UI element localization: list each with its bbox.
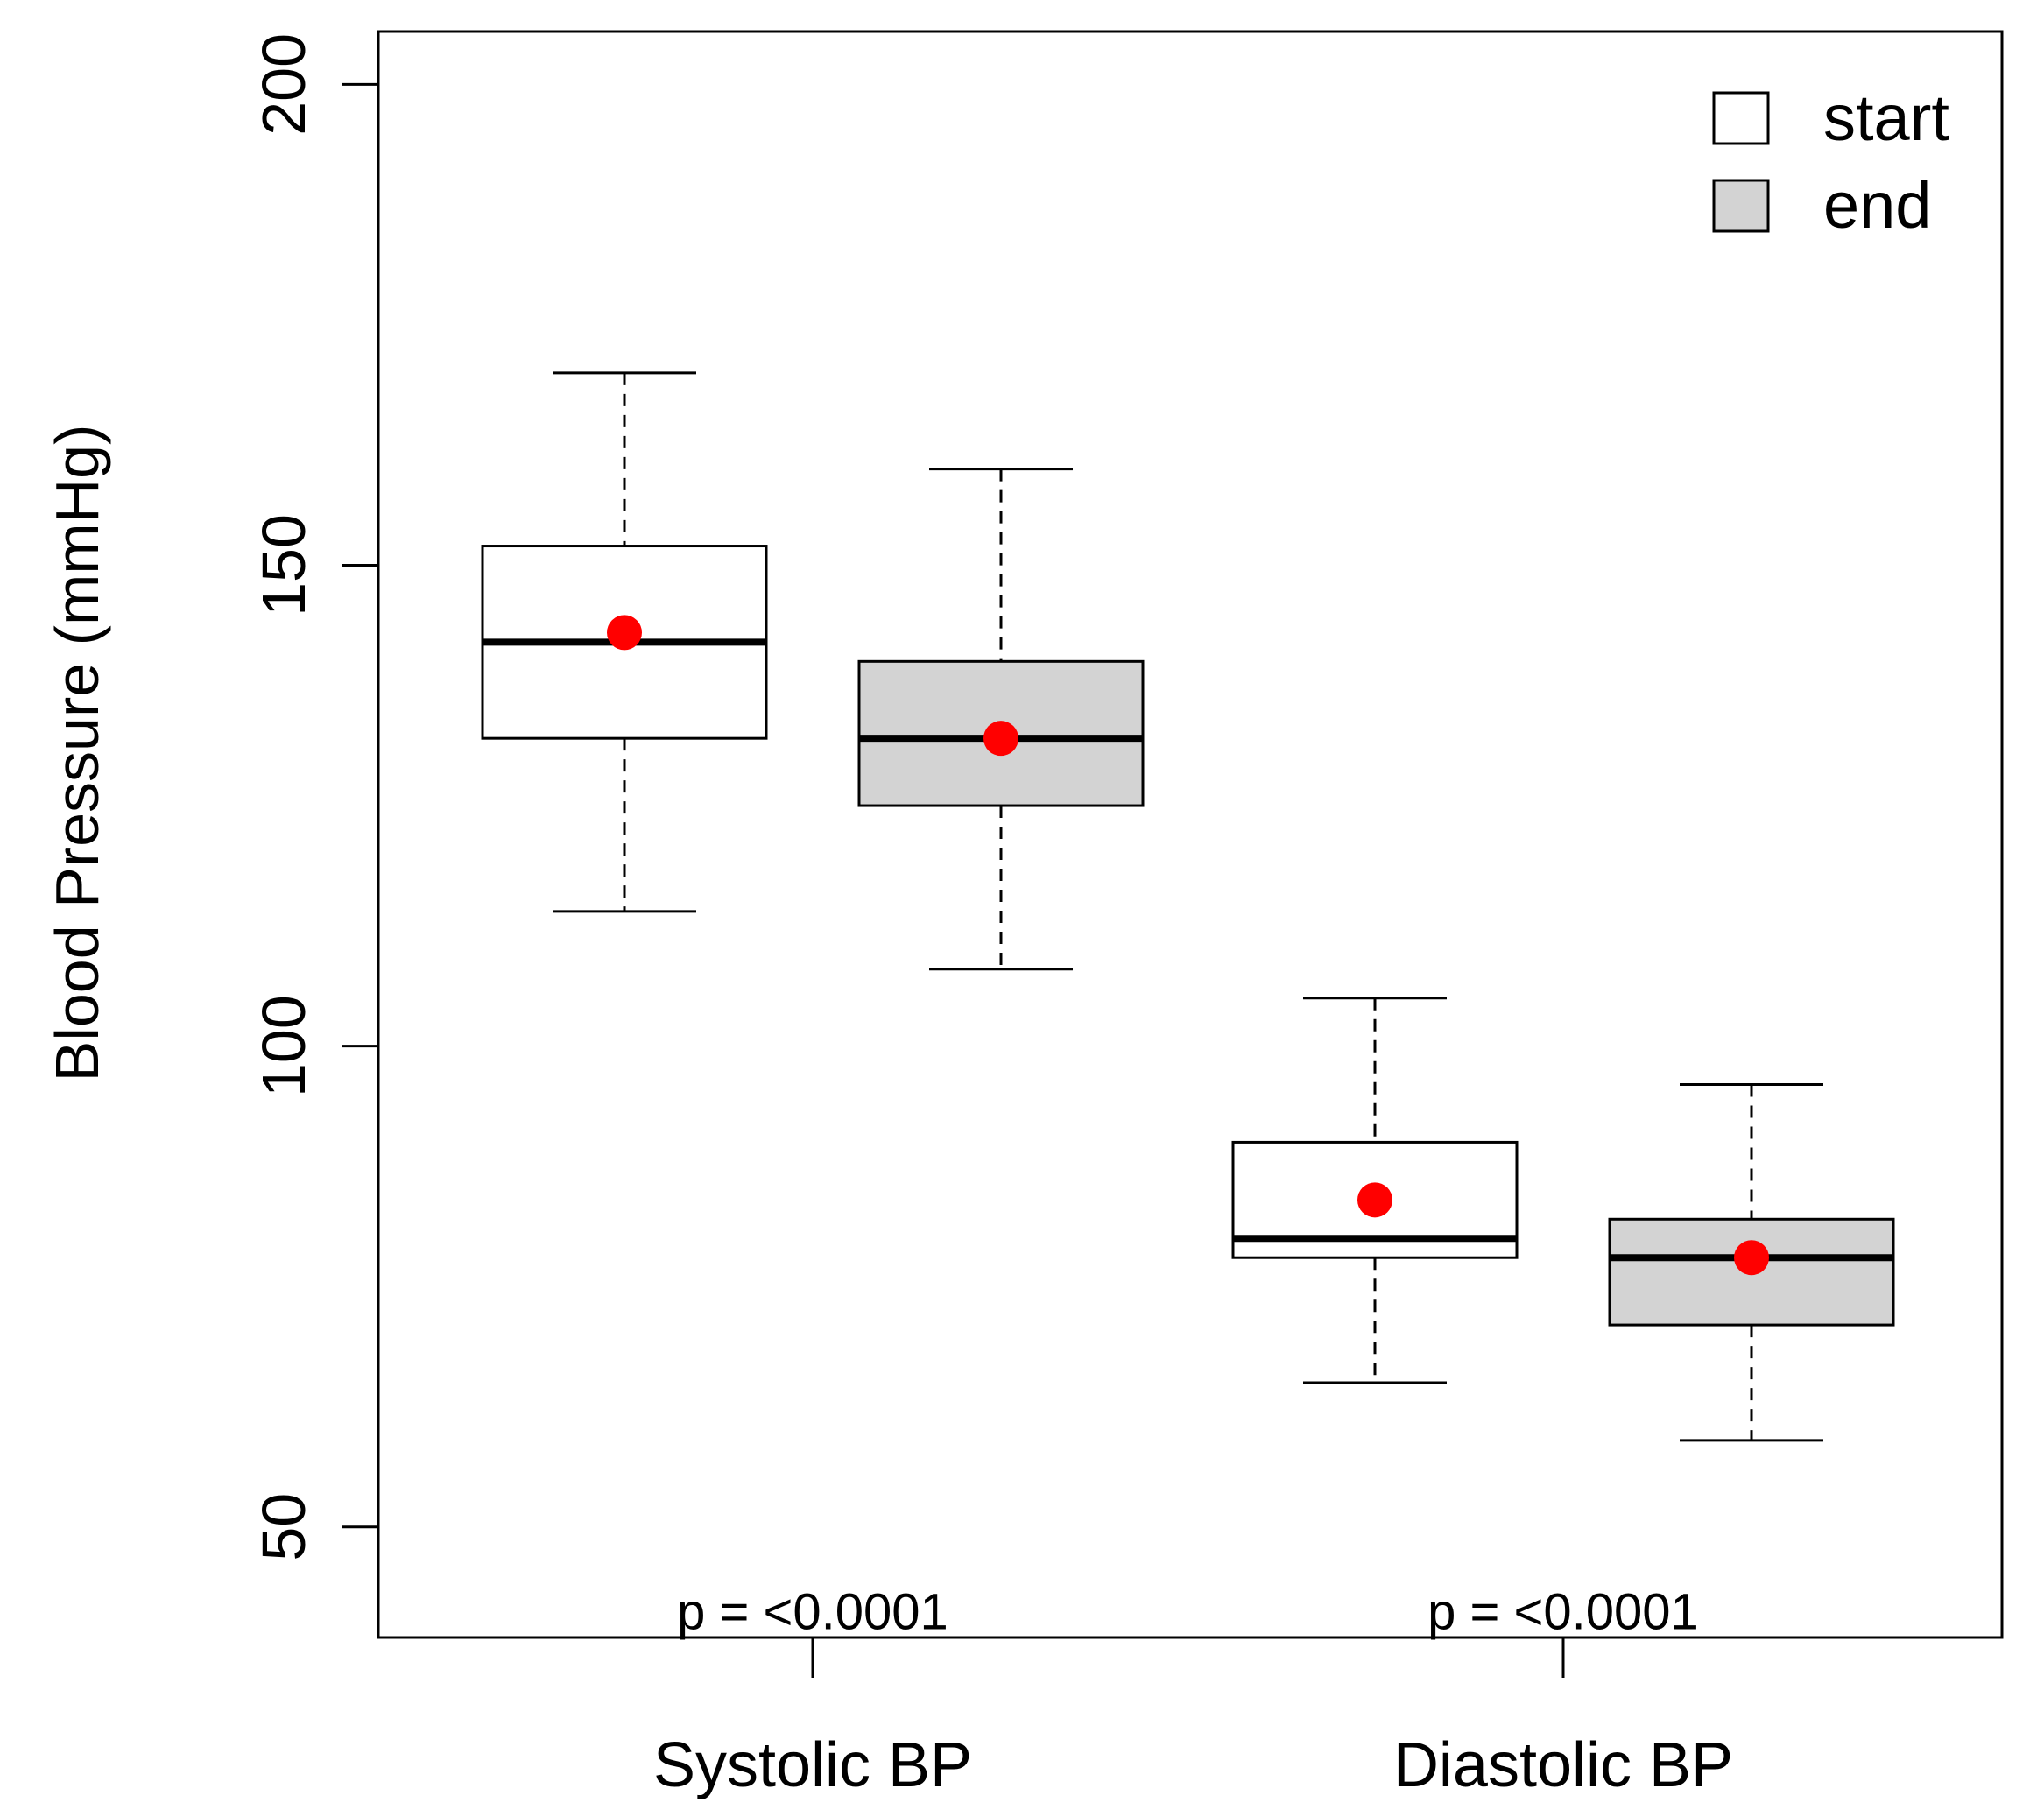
y-tick-label: 150 [250,514,318,616]
legend-label-end: end [1823,169,1931,242]
y-tick-label: 100 [250,995,318,1097]
x-axis: Systolic BP Diastolic BP [653,1637,1733,1800]
legend: start end [1712,81,1949,242]
plot-frame [377,30,2004,1639]
box-end-0 [857,468,1145,971]
y-tick-label: 50 [250,1493,318,1561]
mean-marker [983,721,1018,757]
legend-swatch-start [1712,91,1770,145]
p-value-annotation: p = <0.0001 [677,1584,948,1641]
legend-swatch-end [1712,179,1770,233]
annotations: p = <0.0001 p = <0.0001 [677,1584,1699,1641]
mean-marker [1734,1240,1769,1276]
mean-marker [607,615,642,651]
legend-label-start: start [1823,81,1949,154]
y-tick-label: 200 [250,33,318,136]
x-tick-label: Systolic BP [653,1730,972,1800]
box-start-1 [1231,997,1519,1384]
box-end-1 [1608,1083,1895,1442]
box-series [481,371,1895,1442]
y-axis-title: Blood Pressure (mmHg) [43,425,111,1082]
p-value-annotation: p = <0.0001 [1427,1584,1699,1641]
box-start-0 [481,371,768,913]
mean-marker [1357,1182,1392,1218]
y-axis: 50 100 150 200 [250,33,378,1561]
x-tick-label: Diastolic BP [1393,1730,1733,1800]
